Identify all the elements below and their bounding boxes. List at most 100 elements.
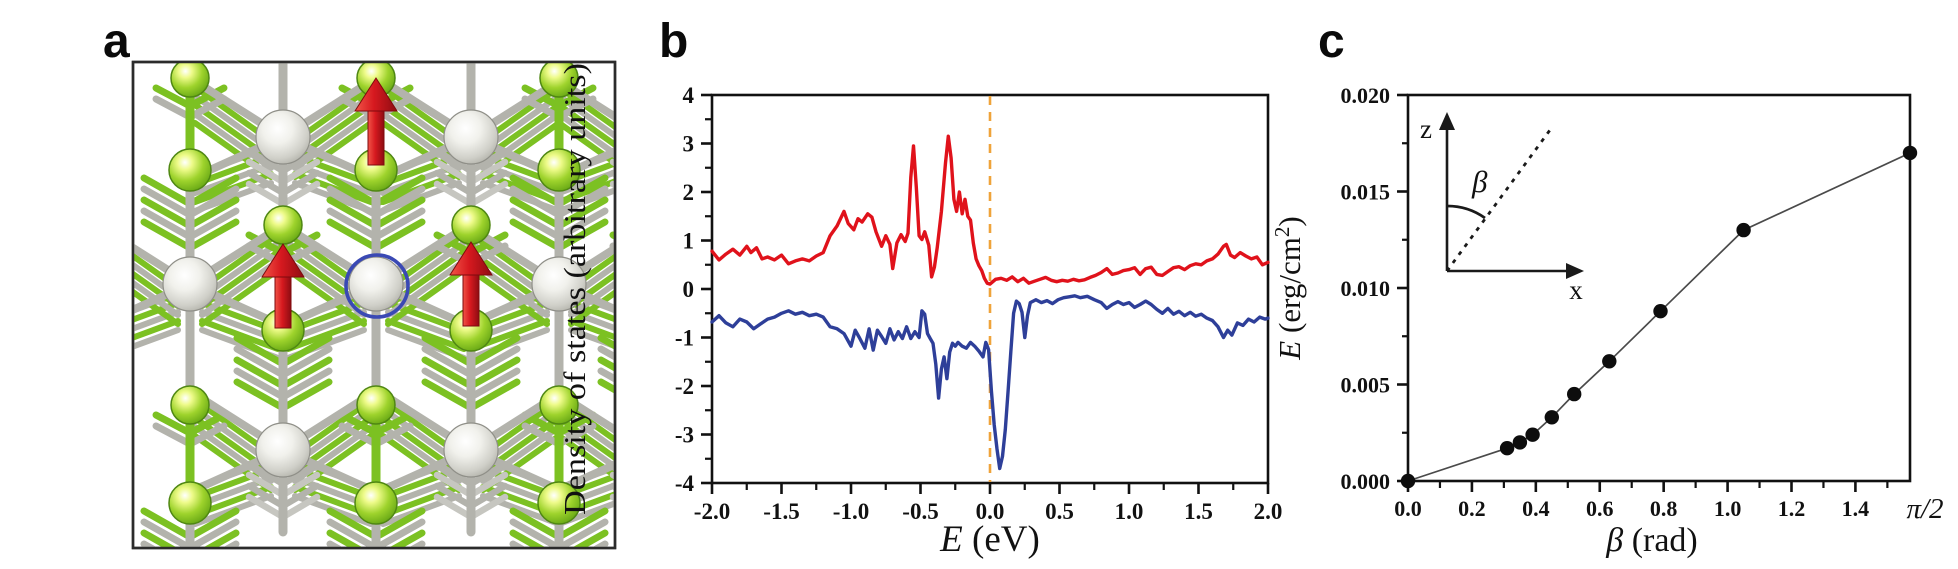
inset-beta-label: β (1471, 164, 1488, 199)
layer-bond-up (199, 267, 281, 327)
ligand-atom (539, 385, 579, 425)
layer-bond-down (133, 318, 181, 341)
y-tick-label: -1 (675, 326, 694, 351)
data-point (1902, 145, 1918, 161)
dos-axis-ticks: -2.0 -1.5 -1.0 -0.5 0.0 0.5 1.0 1.5 2.0 -4 -3 -2 -1 0… (675, 83, 1283, 524)
layer-chevron (609, 147, 615, 156)
spin-arrow-shaft-icon (274, 273, 292, 329)
y-tick-label: 0.010 (1341, 276, 1391, 301)
metal-atom (620, 423, 674, 477)
layer-chevron (609, 493, 615, 502)
layer-chevron (609, 482, 615, 491)
metal-atom (531, 256, 587, 312)
data-point (1544, 410, 1560, 425)
data-point (1400, 473, 1416, 489)
inset-angle-arc (1446, 204, 1486, 220)
metal-atom (443, 422, 499, 478)
layer-chevron (144, 555, 236, 569)
layer-bond-down (285, 318, 367, 352)
ligand-atom (539, 62, 579, 98)
panel-c-label: c (1318, 15, 1345, 68)
data-point (1736, 222, 1751, 238)
data-point (1602, 354, 1617, 369)
highlight-circle (344, 253, 410, 319)
x-tick-label: 0.4 (1522, 496, 1550, 521)
x-tick-label: 0.0 (1394, 496, 1422, 521)
y-tick-label: 0.000 (1341, 469, 1391, 494)
metal-atom (620, 110, 674, 164)
layer-bond-up (556, 93, 615, 140)
layer-bond-up (468, 267, 550, 327)
x-tick-label: 1.0 (1115, 499, 1144, 524)
x-tick-label: -1.0 (833, 499, 869, 524)
anisotropy-data (1400, 145, 1918, 489)
layer-bond-down (133, 327, 181, 350)
y-tick-label: 4 (683, 83, 695, 108)
layer-chevron (609, 471, 615, 480)
spin-arrow-shaft-icon (462, 271, 480, 327)
layer-bond-up (385, 267, 467, 327)
x-tick-label: 0.8 (1650, 496, 1678, 521)
inset-z-label: z (1420, 114, 1432, 144)
layer-chevron (326, 518, 426, 548)
panel-a-crystal-structure (131, 60, 674, 569)
ligand-atom (263, 205, 303, 245)
angle-definition-inset (1439, 112, 1584, 279)
data-point (1653, 304, 1668, 319)
layer-bond-up (285, 267, 367, 327)
y-tick-label: -4 (675, 471, 695, 496)
y-tick-label: 0.005 (1341, 373, 1391, 398)
metal-atom (443, 109, 499, 165)
spin-arrow-icon (354, 77, 398, 112)
layer-chevron (330, 555, 422, 569)
layer-chevron (609, 180, 615, 189)
x-tick-label: -1.5 (763, 499, 799, 524)
ligand-atom (537, 148, 581, 192)
y-tick-label: 0.015 (1341, 180, 1391, 205)
metal-atom (348, 256, 404, 312)
anisotropy-x-end-tick-label: π/2 (1906, 493, 1943, 525)
dos-curves (710, 96, 1270, 482)
layer-bond-up (556, 433, 615, 480)
layer-chevron (609, 231, 615, 241)
data-point (1499, 441, 1515, 456)
panel-b-dos-chart: -2.0 -1.5 -1.0 -0.5 0.0 0.5 1.0 1.5 2.0 -4 -3 -2 -1 0… (557, 63, 1282, 560)
metal-atom (162, 256, 218, 312)
y-tick-label: -2 (675, 374, 694, 399)
ligand-atom (354, 481, 398, 525)
x-tick-label: 2.0 (1254, 499, 1283, 524)
inset-x-arrowhead-icon (1566, 263, 1584, 279)
x-tick-label: 0.5 (1045, 499, 1074, 524)
layer-bond-up (199, 258, 281, 318)
layer-chevron (609, 242, 615, 252)
y-tick-label: 2 (683, 180, 695, 205)
dos-red-curve-positive-dos (710, 134, 1270, 286)
y-tick-label: 1 (683, 229, 695, 254)
x-tick-label: 0.6 (1586, 496, 1614, 521)
ligand-atom (626, 309, 668, 351)
panel-a-label: a (103, 15, 130, 68)
spin-arrow-icon (261, 243, 305, 278)
anisotropy-axis-ticks: 0.0 0.2 0.4 0.6 0.8 1.0 1.2 1.4 0.000 0.005 0.010 0… (1341, 83, 1889, 521)
x-tick-label: 1.0 (1714, 496, 1742, 521)
layer-chevron (609, 158, 615, 167)
panel-b-label: b (659, 15, 688, 68)
metal-atom (255, 109, 311, 165)
layer-bond-up (556, 111, 615, 158)
data-point (1512, 435, 1528, 450)
layer-bond-up (133, 279, 181, 318)
dos-x-axis-title: E (eV) (939, 519, 1040, 560)
layer-chevron (140, 529, 240, 548)
ligand-atom (451, 205, 491, 245)
ligand-atom (628, 206, 666, 244)
metal-atom (255, 422, 311, 478)
layer-bond-up (133, 288, 181, 327)
layer-chevron (609, 169, 615, 178)
crystal-lattice (133, 62, 674, 569)
x-tick-label: 0.0 (976, 499, 1005, 524)
inset-z-arrowhead-icon (1439, 112, 1455, 130)
dos-blue-curve-negative-dos (710, 294, 1270, 471)
x-tick-label: 1.5 (1184, 499, 1213, 524)
layer-chevron (609, 460, 615, 469)
